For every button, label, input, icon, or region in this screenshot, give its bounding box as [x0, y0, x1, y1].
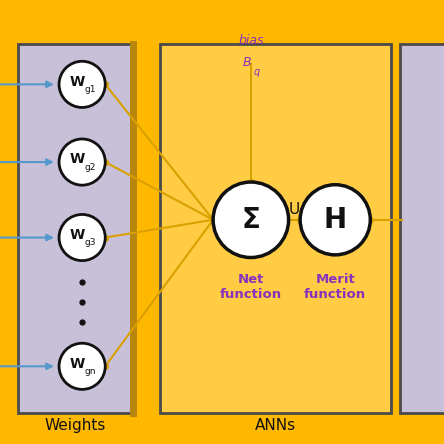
Text: g3: g3 — [84, 238, 96, 247]
Text: q: q — [253, 67, 259, 77]
Text: Merit
function: Merit function — [304, 273, 366, 301]
Text: W: W — [70, 228, 85, 242]
Text: W: W — [70, 152, 85, 166]
Bar — [160, 44, 391, 413]
Circle shape — [59, 61, 105, 107]
Text: B: B — [243, 56, 251, 68]
Text: g1: g1 — [84, 85, 96, 94]
Circle shape — [300, 185, 370, 255]
Text: ANNs: ANNs — [255, 418, 296, 433]
Text: g2: g2 — [84, 163, 96, 172]
Circle shape — [59, 139, 105, 185]
Circle shape — [59, 343, 105, 389]
Circle shape — [213, 182, 289, 258]
Text: Net
function: Net function — [220, 273, 282, 301]
Text: W: W — [70, 75, 85, 89]
Text: Σ: Σ — [242, 206, 260, 234]
Bar — [400, 44, 444, 413]
Text: bias: bias — [238, 34, 264, 47]
Bar — [18, 44, 133, 413]
Text: gn: gn — [84, 367, 96, 376]
Text: U: U — [289, 202, 300, 217]
Text: W: W — [70, 357, 85, 371]
Circle shape — [59, 214, 105, 261]
Text: H: H — [324, 206, 347, 234]
Text: Weights: Weights — [45, 418, 106, 433]
